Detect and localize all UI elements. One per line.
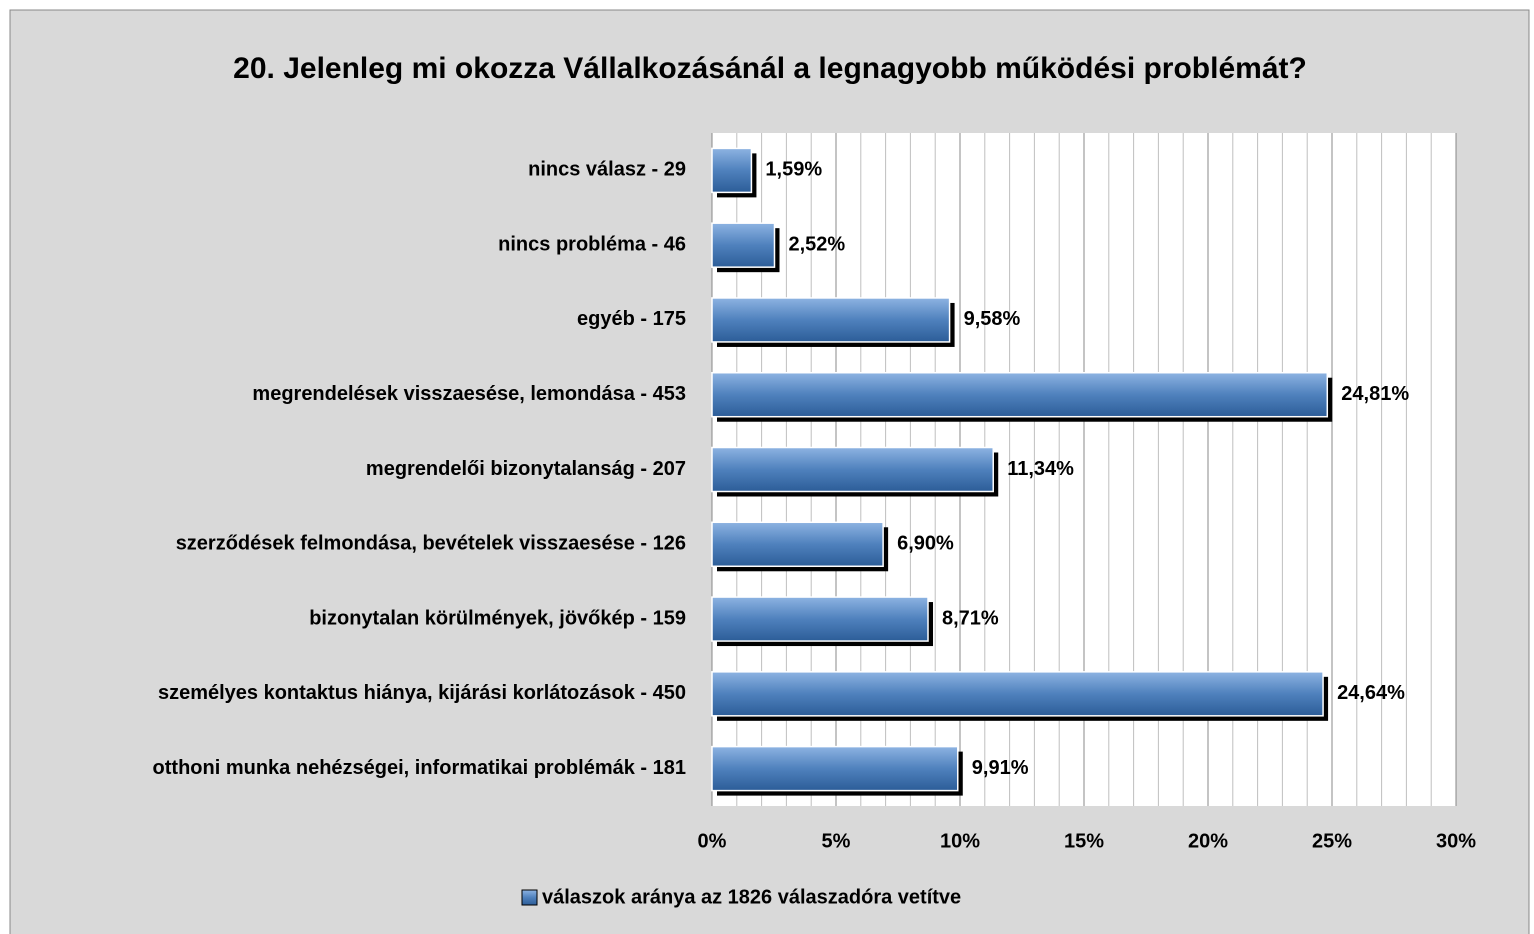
bar	[711, 222, 776, 268]
value-label: 9,91%	[972, 757, 1029, 779]
y-tick-label: megrendelések visszaesése, lemondása - 4…	[252, 383, 686, 405]
y-tick-label: nincs válasz - 29	[528, 159, 686, 181]
y-tick-label: nincs probléma - 46	[498, 233, 686, 255]
x-tick-label: 10%	[940, 830, 980, 852]
bar	[711, 745, 959, 792]
y-tick-label: bizonytalan körülmények, jövőkép - 159	[309, 607, 686, 629]
x-tick-label: 0%	[698, 830, 727, 852]
value-label: 24,64%	[1337, 682, 1405, 704]
x-tick-label: 15%	[1064, 830, 1104, 852]
legend-label: válaszok aránya az 1826 válaszadóra vetí…	[542, 886, 961, 908]
bar	[711, 521, 884, 568]
x-tick-label: 30%	[1436, 830, 1476, 852]
y-tick-label: egyéb - 175	[577, 308, 686, 330]
legend-marker	[521, 889, 538, 906]
value-label: 11,34%	[1007, 458, 1074, 480]
value-label: 6,90%	[897, 533, 954, 555]
bar	[711, 596, 929, 642]
bar	[711, 147, 753, 194]
x-tick-label: 25%	[1312, 830, 1352, 852]
y-tick-label: megrendelői bizonytalanság - 207	[366, 458, 686, 480]
value-label: 8,71%	[942, 607, 999, 629]
x-tick-label: 5%	[822, 830, 851, 852]
y-tick-label: otthoni munka nehézségei, informatikai p…	[153, 757, 686, 779]
bar	[711, 671, 1324, 717]
value-label: 1,59%	[765, 159, 822, 181]
chart-title: 20. Jelenleg mi okozza Vállalkozásánál a…	[233, 52, 1307, 85]
x-tick-label: 20%	[1188, 830, 1228, 852]
bar	[711, 297, 951, 343]
y-tick-label: szerződések felmondása, bevételek vissza…	[176, 533, 686, 555]
bar	[711, 446, 994, 493]
value-label: 2,52%	[788, 233, 845, 255]
value-label: 24,81%	[1341, 383, 1409, 405]
bar	[711, 371, 1329, 418]
value-label: 9,58%	[964, 308, 1021, 330]
y-tick-label: személyes kontaktus hiánya, kijárási kor…	[158, 682, 686, 704]
